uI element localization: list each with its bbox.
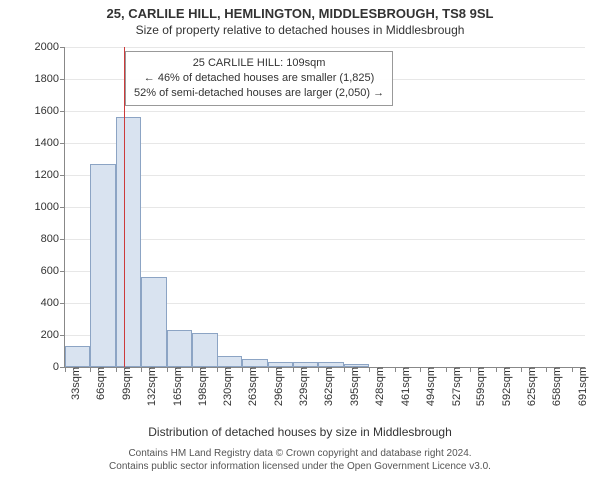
y-tick-label: 1400	[23, 137, 65, 149]
x-tick-mark	[395, 367, 396, 372]
histogram-bar	[217, 356, 242, 367]
x-tick-label: 592sqm	[499, 367, 513, 406]
x-tick-label: 559sqm	[473, 367, 487, 406]
gridline	[65, 47, 585, 48]
y-tick-label: 200	[23, 329, 65, 341]
y-tick-mark	[60, 79, 65, 80]
x-tick-mark	[318, 367, 319, 372]
y-tick-label: 0	[23, 361, 65, 373]
x-tick-mark	[167, 367, 168, 372]
y-tick-label: 600	[23, 265, 65, 277]
gridline	[65, 271, 585, 272]
y-tick-label: 400	[23, 297, 65, 309]
y-tick-label: 2000	[23, 41, 65, 53]
legend-line-1: 25 CARLILE HILL: 109sqm	[134, 56, 384, 71]
x-tick-label: 658sqm	[549, 367, 563, 406]
title-line-2: Size of property relative to detached ho…	[0, 23, 600, 37]
chart-titles: 25, CARLILE HILL, HEMLINGTON, MIDDLESBRO…	[0, 0, 600, 37]
x-tick-mark	[496, 367, 497, 372]
x-tick-label: 263sqm	[245, 367, 259, 406]
y-tick-label: 1600	[23, 105, 65, 117]
footer-line-2: Contains public sector information licen…	[0, 461, 600, 474]
y-tick-mark	[60, 143, 65, 144]
x-tick-mark	[546, 367, 547, 372]
histogram-bar	[65, 346, 90, 367]
x-tick-mark	[192, 367, 193, 372]
y-tick-mark	[60, 175, 65, 176]
x-tick-mark	[116, 367, 117, 372]
y-tick-mark	[60, 335, 65, 336]
x-tick-label: 33sqm	[68, 367, 82, 400]
x-tick-mark	[268, 367, 269, 372]
histogram-bar	[141, 277, 166, 367]
x-tick-label: 691sqm	[575, 367, 589, 406]
histogram-bar	[242, 359, 267, 367]
x-tick-mark	[521, 367, 522, 372]
footer-text: Contains HM Land Registry data © Crown c…	[0, 442, 600, 473]
footer-line-1: Contains HM Land Registry data © Crown c…	[0, 448, 600, 461]
histogram-bar	[116, 117, 141, 367]
y-tick-mark	[60, 111, 65, 112]
x-tick-mark	[446, 367, 447, 372]
histogram-bar	[192, 333, 217, 367]
x-tick-mark	[420, 367, 421, 372]
legend-line-3: 52% of semi-detached houses are larger (…	[134, 86, 384, 101]
x-tick-label: 230sqm	[220, 367, 234, 406]
y-tick-label: 800	[23, 233, 65, 245]
y-tick-label: 1000	[23, 201, 65, 213]
x-tick-label: 625sqm	[524, 367, 538, 406]
x-tick-label: 165sqm	[170, 367, 184, 406]
x-tick-mark	[217, 367, 218, 372]
x-tick-mark	[293, 367, 294, 372]
x-tick-mark	[65, 367, 66, 372]
title-line-1: 25, CARLILE HILL, HEMLINGTON, MIDDLESBRO…	[0, 6, 600, 21]
chart-area: Number of detached properties 0200400600…	[0, 37, 600, 442]
y-tick-mark	[60, 303, 65, 304]
x-tick-label: 99sqm	[119, 367, 133, 400]
x-tick-label: 428sqm	[372, 367, 386, 406]
x-tick-label: 527sqm	[449, 367, 463, 406]
gridline	[65, 239, 585, 240]
plot-area: 020040060080010001200140016001800200033s…	[64, 47, 585, 368]
x-tick-mark	[242, 367, 243, 372]
x-tick-mark	[470, 367, 471, 372]
x-tick-mark	[369, 367, 370, 372]
gridline	[65, 143, 585, 144]
x-tick-label: 494sqm	[423, 367, 437, 406]
y-tick-mark	[60, 271, 65, 272]
x-tick-label: 66sqm	[93, 367, 107, 400]
x-tick-label: 296sqm	[271, 367, 285, 406]
legend-line-2: ← 46% of detached houses are smaller (1,…	[134, 71, 384, 86]
histogram-bar	[167, 330, 192, 367]
x-tick-label: 132sqm	[144, 367, 158, 406]
gridline	[65, 175, 585, 176]
x-tick-mark	[141, 367, 142, 372]
legend-box: 25 CARLILE HILL: 109sqm ← 46% of detache…	[125, 51, 393, 106]
y-tick-mark	[60, 47, 65, 48]
x-tick-mark	[344, 367, 345, 372]
gridline	[65, 111, 585, 112]
gridline	[65, 207, 585, 208]
y-tick-mark	[60, 239, 65, 240]
x-tick-mark	[572, 367, 573, 372]
x-tick-label: 362sqm	[321, 367, 335, 406]
histogram-bar	[90, 164, 115, 367]
x-axis-label: Distribution of detached houses by size …	[0, 425, 600, 439]
x-tick-mark	[90, 367, 91, 372]
y-tick-mark	[60, 207, 65, 208]
x-tick-label: 461sqm	[398, 367, 412, 406]
x-tick-label: 395sqm	[347, 367, 361, 406]
x-tick-label: 329sqm	[296, 367, 310, 406]
y-tick-label: 1200	[23, 169, 65, 181]
y-tick-label: 1800	[23, 73, 65, 85]
x-tick-label: 198sqm	[195, 367, 209, 406]
